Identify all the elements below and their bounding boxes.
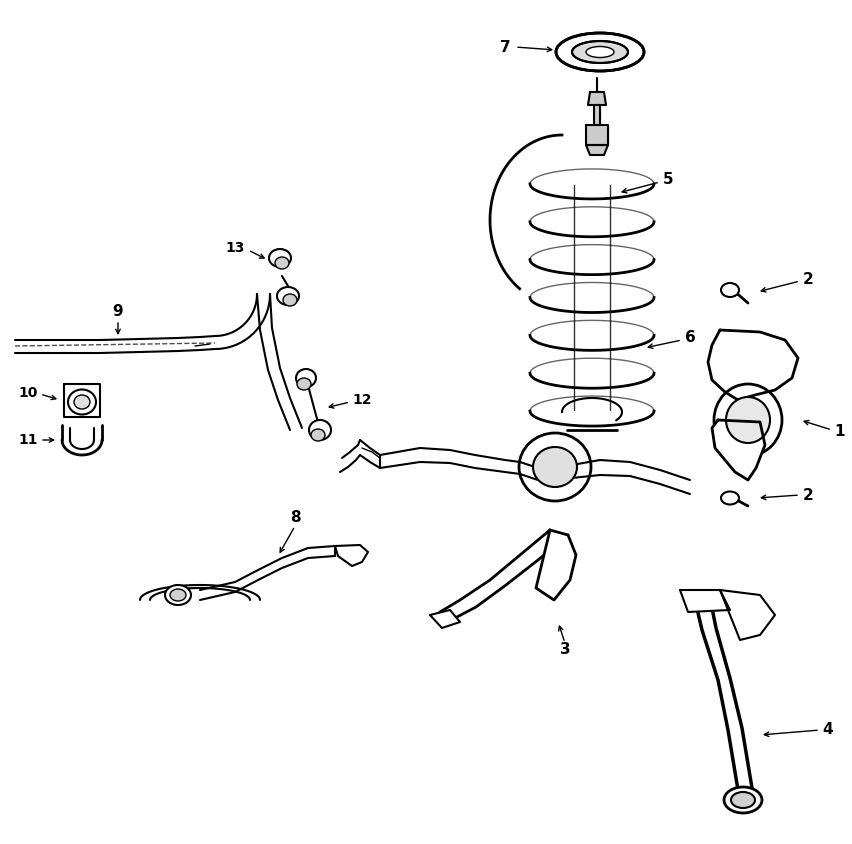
Polygon shape [585,125,607,145]
Ellipse shape [277,287,299,305]
Text: 12: 12 [352,393,371,407]
Text: 2: 2 [802,488,813,502]
Polygon shape [719,590,774,640]
Text: 10: 10 [18,386,37,400]
Polygon shape [679,590,729,612]
Polygon shape [572,460,689,480]
Ellipse shape [283,294,296,306]
Ellipse shape [713,384,781,456]
Ellipse shape [532,447,576,487]
Text: 7: 7 [499,40,509,55]
Polygon shape [379,448,538,468]
Ellipse shape [311,429,325,441]
Text: 8: 8 [290,511,300,526]
Ellipse shape [296,378,311,390]
Ellipse shape [308,420,331,440]
Polygon shape [711,420,764,480]
Text: 11: 11 [18,433,37,447]
Polygon shape [587,92,605,105]
Text: 13: 13 [225,241,245,255]
Ellipse shape [274,257,289,269]
Polygon shape [379,462,538,480]
Ellipse shape [518,433,590,501]
Text: 5: 5 [662,172,672,187]
Polygon shape [707,330,797,400]
Ellipse shape [556,33,643,71]
Ellipse shape [720,491,738,505]
Polygon shape [429,610,459,628]
Text: 9: 9 [112,305,124,320]
Ellipse shape [164,585,191,605]
Text: 1: 1 [834,425,844,440]
Ellipse shape [585,46,613,57]
Polygon shape [535,530,575,600]
Ellipse shape [730,792,754,808]
Polygon shape [335,545,367,566]
Text: 3: 3 [559,642,570,657]
Text: 6: 6 [684,331,694,345]
Polygon shape [593,105,599,125]
Polygon shape [64,384,100,417]
Ellipse shape [572,41,627,63]
Ellipse shape [268,249,291,267]
Ellipse shape [725,397,769,443]
Ellipse shape [74,395,90,409]
Text: 4: 4 [821,722,832,738]
Polygon shape [572,475,689,494]
Ellipse shape [720,283,738,297]
Ellipse shape [68,389,96,414]
Ellipse shape [723,787,761,813]
Ellipse shape [170,589,186,601]
Text: 2: 2 [802,273,813,288]
Polygon shape [585,145,607,155]
Ellipse shape [296,369,315,387]
